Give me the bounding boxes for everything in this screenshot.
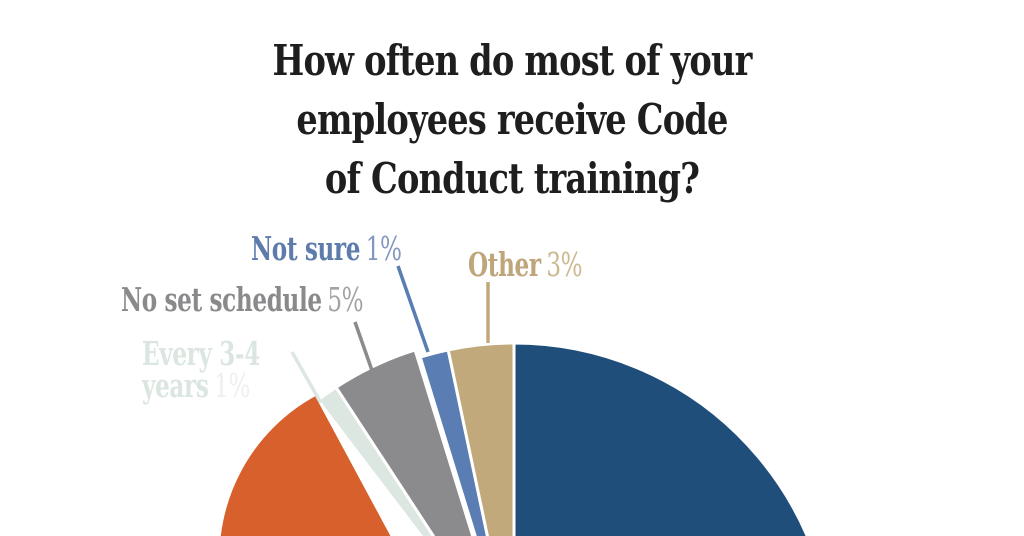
label-no-set-schedule-pct: 5% <box>327 280 364 319</box>
pie-slice-no-set-schedule <box>334 348 475 536</box>
label-no-set-schedule: No set schedule 5% <box>121 283 364 316</box>
label-every-3-4-years: Every 3-4 years 1% <box>142 337 272 405</box>
chart-title-line-2: employees receive Code <box>296 95 728 144</box>
chart-title: How often do most of your employees rece… <box>102 31 921 208</box>
label-not-sure-text: Not sure <box>251 229 361 268</box>
pie-slice-unlabeled-left <box>217 392 394 536</box>
leader-line-not-sure <box>396 265 430 353</box>
leader-line-every-3-4-years <box>290 351 323 404</box>
label-other: Other 3% <box>468 248 583 281</box>
label-other-text: Other <box>468 245 541 284</box>
leader-lines <box>290 265 490 404</box>
label-every-3-4-years-pct: 1% <box>214 366 251 405</box>
pie-slice-unlabeled-right <box>512 341 809 536</box>
chart-title-line-1: How often do most of your <box>272 36 753 85</box>
label-other-pct: 3% <box>546 245 583 284</box>
label-not-sure-pct: 1% <box>365 229 402 268</box>
label-not-sure: Not sure 1% <box>251 232 402 265</box>
label-every-3-4-years-text: Every 3-4 years <box>142 334 260 405</box>
label-no-set-schedule-text: No set schedule <box>121 280 322 319</box>
pie-slices <box>217 341 809 536</box>
leader-line-no-set-schedule <box>353 321 377 380</box>
chart-title-line-3: of Conduct training? <box>324 154 700 203</box>
